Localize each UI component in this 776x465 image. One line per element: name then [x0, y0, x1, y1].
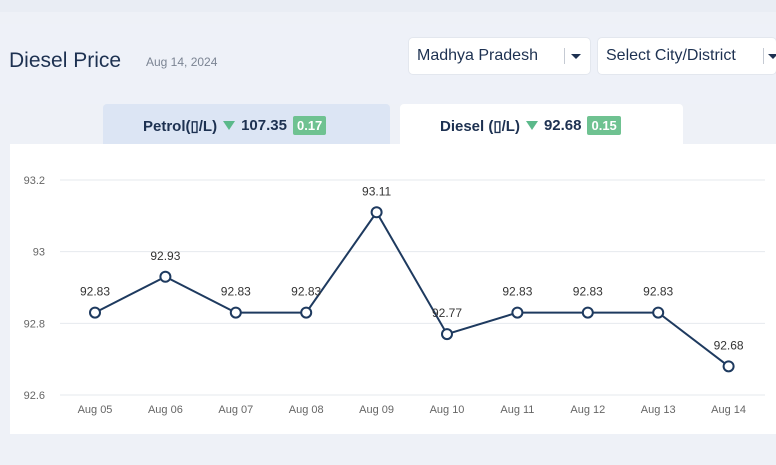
data-label: 92.83 — [80, 285, 110, 299]
data-label: 92.93 — [150, 249, 180, 263]
x-tick-label: Aug 10 — [430, 404, 465, 416]
chevron-down-icon[interactable] — [768, 54, 776, 59]
page-date: Aug 14, 2024 — [146, 55, 218, 69]
x-tick-label: Aug 09 — [359, 404, 394, 416]
data-point — [229, 306, 242, 319]
data-label: 92.68 — [714, 338, 744, 352]
tab-petrol[interactable]: Petrol(▯/L) 107.35 0.17 — [103, 104, 390, 144]
data-point — [441, 328, 453, 341]
data-point — [581, 306, 594, 319]
x-tick-label: Aug 07 — [218, 404, 253, 416]
y-tick-label: 93.2 — [24, 175, 45, 187]
data-point — [89, 306, 101, 319]
data-point — [511, 306, 524, 319]
data-point — [300, 306, 313, 319]
top-strip — [0, 0, 776, 12]
x-tick-label: Aug 13 — [641, 404, 676, 416]
x-tick-label: Aug 06 — [148, 404, 183, 416]
data-label: 92.83 — [291, 285, 321, 299]
y-tick-label: 93 — [33, 247, 45, 259]
tab-diesel-label: Diesel (▯/L) — [440, 117, 520, 135]
tab-diesel-change-badge: 0.15 — [587, 116, 621, 135]
chevron-down-icon[interactable] — [571, 54, 581, 59]
data-label: 92.83 — [643, 285, 673, 299]
city-select[interactable]: Select City/District — [598, 38, 776, 74]
x-tick-label: Aug 11 — [500, 404, 534, 416]
data-label: 92.83 — [573, 285, 603, 299]
city-select-placeholder: Select City/District — [606, 47, 736, 64]
select-separator — [564, 48, 565, 64]
data-point — [722, 360, 735, 373]
x-tick-label: Aug 08 — [289, 404, 324, 416]
y-tick-label: 92.8 — [24, 318, 45, 330]
price-down-icon — [223, 121, 236, 130]
state-select[interactable]: Madhya Pradesh — [409, 38, 590, 74]
select-separator — [763, 48, 764, 64]
page-title: Diesel Price — [9, 49, 122, 72]
y-tick-label: 92.6 — [24, 390, 45, 402]
chart-panel — [10, 144, 776, 434]
tab-diesel[interactable]: Diesel (▯/L) 92.68 0.15 — [400, 104, 683, 144]
x-tick-label: Aug 12 — [570, 404, 605, 416]
data-point — [370, 206, 383, 219]
data-label: 92.77 — [432, 306, 462, 320]
tab-petrol-change-badge: 0.17 — [292, 116, 327, 135]
tab-petrol-label: Petrol(▯/L) — [143, 117, 218, 135]
data-label: 92.83 — [502, 285, 532, 299]
price-down-icon — [525, 121, 538, 130]
data-label: 93.11 — [362, 184, 391, 198]
tab-diesel-price: 92.68 — [543, 117, 582, 134]
x-tick-label: Aug 14 — [711, 404, 746, 416]
x-tick-label: Aug 05 — [78, 404, 113, 416]
data-label: 92.83 — [221, 285, 251, 299]
data-point — [159, 270, 172, 283]
series-line — [94, 210, 730, 368]
state-select-value: Madhya Pradesh — [417, 47, 538, 64]
data-point — [652, 306, 665, 319]
tab-petrol-price: 107.35 — [241, 117, 287, 134]
